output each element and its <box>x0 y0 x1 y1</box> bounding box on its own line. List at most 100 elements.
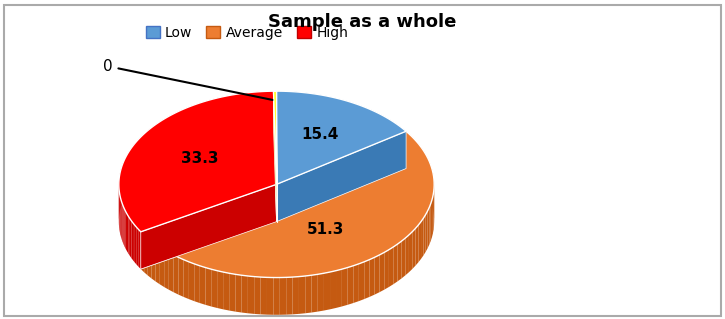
Polygon shape <box>248 276 254 314</box>
Polygon shape <box>152 126 154 165</box>
Polygon shape <box>122 202 123 242</box>
Polygon shape <box>128 151 129 191</box>
Polygon shape <box>121 200 122 239</box>
Polygon shape <box>141 184 276 269</box>
Polygon shape <box>330 271 336 309</box>
Polygon shape <box>418 222 421 262</box>
Polygon shape <box>322 95 324 133</box>
Polygon shape <box>299 276 305 314</box>
Polygon shape <box>205 100 209 138</box>
Polygon shape <box>395 123 397 161</box>
Polygon shape <box>265 91 270 129</box>
Polygon shape <box>368 109 370 147</box>
Polygon shape <box>124 158 125 198</box>
Polygon shape <box>121 165 122 205</box>
Polygon shape <box>311 93 312 131</box>
Polygon shape <box>126 153 128 193</box>
Polygon shape <box>260 277 267 315</box>
Polygon shape <box>350 102 352 140</box>
Polygon shape <box>209 99 213 137</box>
Polygon shape <box>342 268 348 307</box>
Polygon shape <box>352 103 354 140</box>
Polygon shape <box>406 131 410 172</box>
Polygon shape <box>127 214 128 254</box>
Polygon shape <box>413 138 416 178</box>
Polygon shape <box>281 91 282 129</box>
Polygon shape <box>336 269 342 308</box>
Polygon shape <box>165 117 168 156</box>
Legend: Low, Average, High: Low, Average, High <box>140 20 354 46</box>
Polygon shape <box>378 113 379 151</box>
Polygon shape <box>384 250 389 290</box>
Polygon shape <box>156 244 160 284</box>
Polygon shape <box>364 260 370 299</box>
Polygon shape <box>189 262 194 301</box>
Polygon shape <box>288 92 290 129</box>
Polygon shape <box>135 225 137 265</box>
Polygon shape <box>359 105 360 143</box>
Polygon shape <box>122 163 123 203</box>
Polygon shape <box>278 91 281 129</box>
Polygon shape <box>400 127 402 165</box>
Polygon shape <box>353 264 359 303</box>
Polygon shape <box>384 116 385 154</box>
Polygon shape <box>267 278 273 315</box>
Polygon shape <box>364 107 365 145</box>
Polygon shape <box>131 221 133 260</box>
Polygon shape <box>335 98 336 136</box>
Polygon shape <box>133 145 134 184</box>
Polygon shape <box>303 93 305 130</box>
Polygon shape <box>318 94 320 132</box>
Polygon shape <box>345 100 347 138</box>
Polygon shape <box>146 130 149 169</box>
Polygon shape <box>419 145 421 185</box>
Polygon shape <box>360 106 362 143</box>
Polygon shape <box>133 223 135 263</box>
Polygon shape <box>144 132 146 171</box>
Polygon shape <box>276 91 406 184</box>
Polygon shape <box>249 92 253 130</box>
Polygon shape <box>183 260 189 299</box>
Polygon shape <box>388 118 389 156</box>
Polygon shape <box>286 277 293 315</box>
Polygon shape <box>125 211 127 251</box>
Polygon shape <box>415 225 418 266</box>
Polygon shape <box>349 101 350 139</box>
Polygon shape <box>142 134 144 173</box>
Polygon shape <box>184 108 188 146</box>
Polygon shape <box>194 103 198 142</box>
Polygon shape <box>174 112 178 151</box>
Polygon shape <box>220 96 225 135</box>
Polygon shape <box>293 277 299 314</box>
Polygon shape <box>236 274 241 313</box>
Polygon shape <box>241 275 248 313</box>
Polygon shape <box>154 124 157 163</box>
Polygon shape <box>162 118 165 158</box>
Polygon shape <box>228 95 233 133</box>
Polygon shape <box>202 101 205 140</box>
Polygon shape <box>292 92 294 129</box>
Polygon shape <box>141 131 434 278</box>
Polygon shape <box>385 117 386 155</box>
Polygon shape <box>394 244 397 284</box>
Polygon shape <box>410 134 413 175</box>
Polygon shape <box>365 108 367 145</box>
Polygon shape <box>428 207 429 248</box>
Polygon shape <box>424 151 426 192</box>
Polygon shape <box>152 241 156 281</box>
Polygon shape <box>367 108 368 146</box>
Polygon shape <box>191 105 194 143</box>
Polygon shape <box>421 148 424 189</box>
Polygon shape <box>376 112 378 150</box>
Polygon shape <box>355 104 357 142</box>
Polygon shape <box>392 121 393 159</box>
Text: 0: 0 <box>103 59 273 100</box>
Polygon shape <box>138 138 140 177</box>
Polygon shape <box>402 238 405 278</box>
Text: 33.3: 33.3 <box>181 152 218 167</box>
Polygon shape <box>381 114 382 152</box>
Polygon shape <box>318 273 324 312</box>
Polygon shape <box>426 211 428 252</box>
Polygon shape <box>273 91 276 222</box>
Polygon shape <box>399 126 400 164</box>
